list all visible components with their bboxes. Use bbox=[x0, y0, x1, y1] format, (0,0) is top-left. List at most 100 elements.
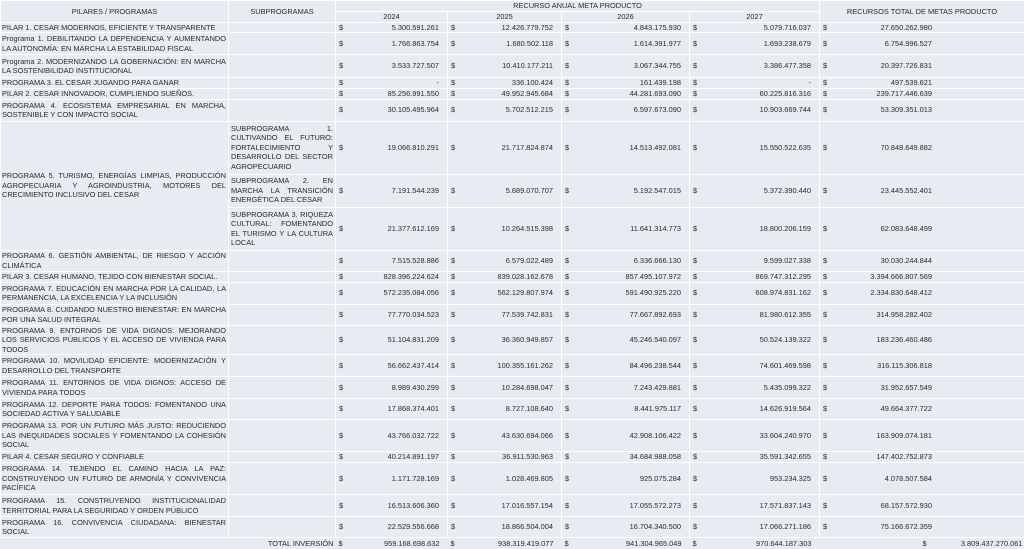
currency-symbol: $ bbox=[450, 89, 455, 99]
header-year-2025: 2025 bbox=[448, 11, 562, 22]
currency-symbol: $ bbox=[564, 186, 569, 196]
currency-symbol: $ bbox=[338, 105, 343, 115]
currency-symbol: $ bbox=[692, 474, 697, 484]
amount-value: 12.426.779.752 bbox=[502, 23, 553, 33]
table-row: PILAR 1. CESAR MODERNOS, EFICIENTE Y TRA… bbox=[1, 22, 1024, 33]
table-row: PROGRAMA 15. CONSTRUYENDO INSTITUCIONALI… bbox=[1, 495, 1024, 517]
program-name: PROGRAMA 4. ECOSISTEMA EMPRESARIAL EN MA… bbox=[1, 99, 229, 121]
amount-cell: $5.079.716.037 bbox=[690, 22, 820, 33]
amount-value: 591.490.925.220 bbox=[626, 288, 681, 298]
amount-value: 959.168.698.632 bbox=[384, 539, 439, 549]
subprogram-name bbox=[229, 22, 336, 33]
amount-value: 239.717.446.639 bbox=[877, 89, 932, 99]
amount-cell: $161.439.198 bbox=[562, 78, 690, 89]
amount-value: 17.868.374.401 bbox=[388, 404, 439, 414]
amount-value: 60.225.816.316 bbox=[760, 89, 811, 99]
header-subprogramas: SUBPROGRAMAS bbox=[229, 1, 336, 23]
currency-symbol: $ bbox=[450, 383, 455, 393]
amount-cell: $70.848.649.882 bbox=[820, 121, 1024, 174]
currency-symbol: $ bbox=[822, 501, 827, 511]
table-row: PROGRAMA 11. ENTORNOS DE VIDA DIGNOS: AC… bbox=[1, 377, 1024, 399]
subprogram-name bbox=[229, 250, 336, 271]
currency-symbol: $ bbox=[338, 256, 343, 266]
amount-cell: $1.693.238.679 bbox=[690, 33, 820, 55]
amount-cell: $3.067.344.755 bbox=[562, 55, 690, 78]
amount-cell: $828.396.224.624 bbox=[336, 271, 448, 282]
amount-value: 17.066.271.186 bbox=[760, 522, 811, 532]
currency-symbol: $ bbox=[822, 383, 827, 393]
currency-symbol: $ bbox=[564, 522, 569, 532]
subprogram-name bbox=[229, 271, 336, 282]
amount-value: 45.246.540.097 bbox=[630, 335, 681, 345]
amount-value: 869.747.312.295 bbox=[756, 272, 811, 282]
currency-symbol: $ bbox=[338, 474, 343, 484]
amount-value: 22.529.556.668 bbox=[388, 522, 439, 532]
amount-value: - bbox=[809, 78, 811, 88]
currency-symbol: $ bbox=[822, 105, 827, 115]
amount-cell: $925.075.284 bbox=[562, 463, 690, 495]
amount-value: 14.513.492.081 bbox=[630, 143, 681, 153]
currency-symbol: $ bbox=[822, 431, 827, 441]
currency-symbol: $ bbox=[692, 288, 697, 298]
program-name: PROGRAMA 9. ENTORNOS DE VIDA DIGNOS: MEJ… bbox=[1, 325, 229, 355]
amount-cell: $4.843.175.930 bbox=[562, 22, 690, 33]
subprogram-name bbox=[229, 55, 336, 78]
amount-value: 6.336.666.130 bbox=[634, 256, 681, 266]
currency-symbol: $ bbox=[564, 256, 569, 266]
amount-cell: $31.952.657.549 bbox=[820, 377, 1024, 399]
amount-cell: $497.539.621 bbox=[820, 78, 1024, 89]
amount-value: 49.952.945.684 bbox=[502, 89, 553, 99]
amount-cell: $5.300.591.261 bbox=[336, 22, 448, 33]
amount-cell: $18.800.206.159 bbox=[690, 207, 820, 250]
table-row: PROGRAMA 14. TEJIENDO EL CAMINO HACIA LA… bbox=[1, 463, 1024, 495]
subprogram-name: SUBPROGRAMA 1. CULTIVANDO EL FUTURO: FOR… bbox=[229, 121, 336, 174]
amount-cell: $- bbox=[336, 78, 448, 89]
currency-symbol: $ bbox=[692, 186, 697, 196]
amount-cell: $16.704.340.500 bbox=[562, 517, 690, 538]
amount-cell: $19.066.810.291 bbox=[336, 121, 448, 174]
amount-value: 839.028.162.678 bbox=[498, 272, 553, 282]
amount-value: 3.809.437.270.061 bbox=[961, 539, 1023, 549]
amount-cell: $68.157.572.930 bbox=[820, 495, 1024, 517]
currency-symbol: $ bbox=[822, 404, 827, 414]
currency-symbol: $ bbox=[692, 539, 697, 549]
currency-symbol: $ bbox=[564, 288, 569, 298]
amount-value: 336.100.424 bbox=[512, 78, 553, 88]
currency-symbol: $ bbox=[564, 404, 569, 414]
program-name: PILAR 3. CESAR HUMANO, TEJIDO CON BIENES… bbox=[1, 271, 229, 282]
currency-symbol: $ bbox=[450, 474, 455, 484]
amount-value: 33.604.240.970 bbox=[760, 431, 811, 441]
amount-value: 31.952.657.549 bbox=[881, 383, 932, 393]
currency-symbol: $ bbox=[450, 61, 455, 71]
amount-value: 8.989.430.299 bbox=[392, 383, 439, 393]
amount-cell: $9.599.027.338 bbox=[690, 250, 820, 271]
amount-cell: $183.236.460.486 bbox=[820, 325, 1024, 355]
amount-cell: $51.104.831.209 bbox=[336, 325, 448, 355]
amount-cell: $2.334.830.648.412 bbox=[820, 282, 1024, 304]
amount-cell: $17.868.374.401 bbox=[336, 399, 448, 420]
amount-cell: $17.066.271.186 bbox=[690, 517, 820, 538]
table-row: PROGRAMA 4. ECOSISTEMA EMPRESARIAL EN MA… bbox=[1, 99, 1024, 121]
amount-cell: $81.980.612.355 bbox=[690, 304, 820, 325]
program-name: PILAR 4. CESAR SEGURO Y CONFIABLE bbox=[1, 452, 229, 463]
amount-cell: $27.650.262.980 bbox=[820, 22, 1024, 33]
currency-symbol: $ bbox=[692, 105, 697, 115]
amount-cell: $4.078.507.584 bbox=[820, 463, 1024, 495]
subprogram-name bbox=[229, 463, 336, 495]
amount-cell: $77.667.892.693 bbox=[562, 304, 690, 325]
amount-value: 36.360.949.857 bbox=[502, 335, 553, 345]
amount-value: 7.243.429.881 bbox=[634, 383, 681, 393]
amount-cell: $5.372.390.440 bbox=[690, 174, 820, 207]
amount-cell: $14.626.919.564 bbox=[690, 399, 820, 420]
amount-value: 1.680.502.118 bbox=[506, 39, 553, 49]
program-name: PROGRAMA 11. ENTORNOS DE VIDA DIGNOS: AC… bbox=[1, 377, 229, 399]
subprogram-name bbox=[229, 78, 336, 89]
amount-value: 5.300.591.261 bbox=[392, 23, 439, 33]
amount-cell: $14.513.492.081 bbox=[562, 121, 690, 174]
amount-cell: $10.284.698.047 bbox=[448, 377, 562, 399]
currency-symbol: $ bbox=[692, 404, 697, 414]
amount-cell: $11.641.314.773 bbox=[562, 207, 690, 250]
amount-cell: $938.319.419.077 bbox=[448, 538, 562, 549]
header-year-2027: 2027 bbox=[690, 11, 820, 22]
currency-symbol: $ bbox=[692, 431, 697, 441]
